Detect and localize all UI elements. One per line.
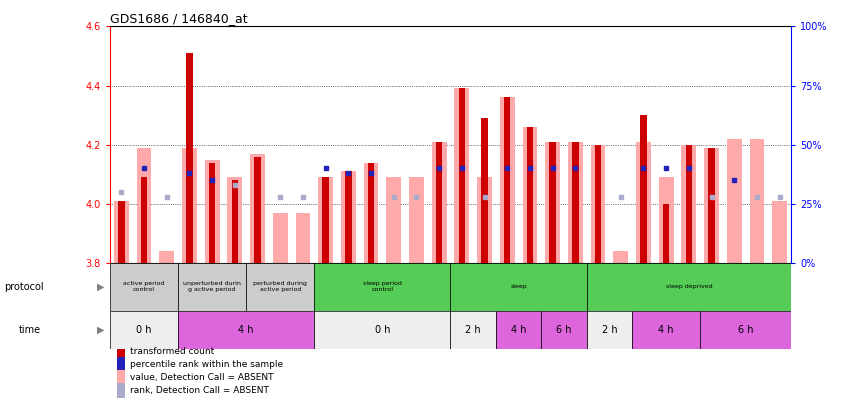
Bar bbox=[110, 263, 178, 311]
Bar bbox=[387, 177, 401, 263]
Bar bbox=[659, 177, 673, 263]
Bar bbox=[523, 127, 537, 263]
Bar bbox=[636, 142, 651, 263]
Text: 2 h: 2 h bbox=[465, 325, 481, 335]
Bar bbox=[591, 145, 606, 263]
Bar bbox=[178, 311, 315, 349]
Text: 2 h: 2 h bbox=[602, 325, 618, 335]
Bar bbox=[500, 97, 514, 263]
Bar bbox=[454, 89, 470, 263]
Bar bbox=[117, 357, 125, 373]
Bar bbox=[345, 171, 352, 263]
Text: 4 h: 4 h bbox=[511, 325, 526, 335]
Bar bbox=[228, 177, 242, 263]
Bar bbox=[117, 344, 125, 360]
Bar bbox=[682, 145, 696, 263]
Text: rank, Detection Call = ABSENT: rank, Detection Call = ABSENT bbox=[130, 386, 269, 395]
Bar bbox=[700, 311, 791, 349]
Bar bbox=[704, 148, 719, 263]
Text: GDS1686 / 146840_at: GDS1686 / 146840_at bbox=[110, 12, 248, 25]
Text: ▶: ▶ bbox=[97, 282, 105, 292]
Text: protocol: protocol bbox=[4, 282, 44, 292]
Bar bbox=[481, 118, 488, 263]
Bar bbox=[118, 201, 124, 263]
Bar bbox=[477, 177, 492, 263]
Bar bbox=[232, 180, 238, 263]
Bar bbox=[459, 89, 465, 263]
Text: unperturbed durin
g active period: unperturbed durin g active period bbox=[184, 281, 241, 292]
Bar bbox=[504, 97, 510, 263]
Bar bbox=[318, 177, 333, 263]
Bar bbox=[572, 142, 579, 263]
Text: sleep period
control: sleep period control bbox=[363, 281, 402, 292]
Bar bbox=[273, 213, 288, 263]
Bar bbox=[587, 311, 632, 349]
Bar bbox=[541, 311, 587, 349]
Bar bbox=[663, 204, 669, 263]
Text: sleep: sleep bbox=[510, 284, 527, 289]
Bar bbox=[117, 370, 125, 386]
Bar bbox=[632, 311, 700, 349]
Bar bbox=[205, 160, 219, 263]
Text: perturbed during
active period: perturbed during active period bbox=[253, 281, 307, 292]
Bar bbox=[685, 145, 692, 263]
Bar bbox=[315, 311, 450, 349]
Bar bbox=[431, 142, 447, 263]
Bar bbox=[409, 177, 424, 263]
Bar bbox=[186, 53, 193, 263]
Bar bbox=[527, 127, 533, 263]
Bar bbox=[368, 162, 374, 263]
Text: 4 h: 4 h bbox=[658, 325, 674, 335]
Text: 4 h: 4 h bbox=[239, 325, 254, 335]
Bar bbox=[708, 148, 715, 263]
Bar bbox=[117, 383, 125, 399]
Bar bbox=[613, 252, 628, 263]
Bar bbox=[137, 148, 151, 263]
Bar bbox=[450, 263, 586, 311]
Bar bbox=[727, 139, 742, 263]
Text: transformed count: transformed count bbox=[130, 347, 215, 356]
Bar bbox=[182, 148, 197, 263]
Bar bbox=[436, 142, 442, 263]
Text: 6 h: 6 h bbox=[557, 325, 572, 335]
Bar bbox=[364, 162, 378, 263]
Bar bbox=[546, 142, 560, 263]
Text: 0 h: 0 h bbox=[375, 325, 390, 335]
Bar bbox=[595, 145, 602, 263]
Text: active period
control: active period control bbox=[124, 281, 165, 292]
Bar bbox=[315, 263, 450, 311]
Bar bbox=[341, 171, 355, 263]
Bar bbox=[114, 201, 129, 263]
Text: value, Detection Call = ABSENT: value, Detection Call = ABSENT bbox=[130, 373, 274, 382]
Bar bbox=[750, 139, 764, 263]
Bar bbox=[450, 311, 496, 349]
Bar bbox=[568, 142, 583, 263]
Bar bbox=[178, 263, 246, 311]
Bar bbox=[255, 157, 261, 263]
Bar bbox=[772, 201, 787, 263]
Bar bbox=[587, 263, 791, 311]
Text: sleep deprived: sleep deprived bbox=[666, 284, 712, 289]
Bar bbox=[549, 142, 556, 263]
Text: time: time bbox=[19, 325, 41, 335]
Bar bbox=[640, 115, 646, 263]
Bar bbox=[250, 153, 265, 263]
Bar bbox=[110, 311, 178, 349]
Text: ▶: ▶ bbox=[97, 325, 105, 335]
Bar bbox=[159, 252, 174, 263]
Text: 0 h: 0 h bbox=[136, 325, 151, 335]
Bar bbox=[496, 311, 541, 349]
Bar bbox=[140, 177, 147, 263]
Bar bbox=[209, 162, 216, 263]
Bar bbox=[295, 213, 310, 263]
Text: 6 h: 6 h bbox=[738, 325, 753, 335]
Bar bbox=[322, 177, 329, 263]
Text: percentile rank within the sample: percentile rank within the sample bbox=[130, 360, 283, 369]
Bar bbox=[246, 263, 315, 311]
